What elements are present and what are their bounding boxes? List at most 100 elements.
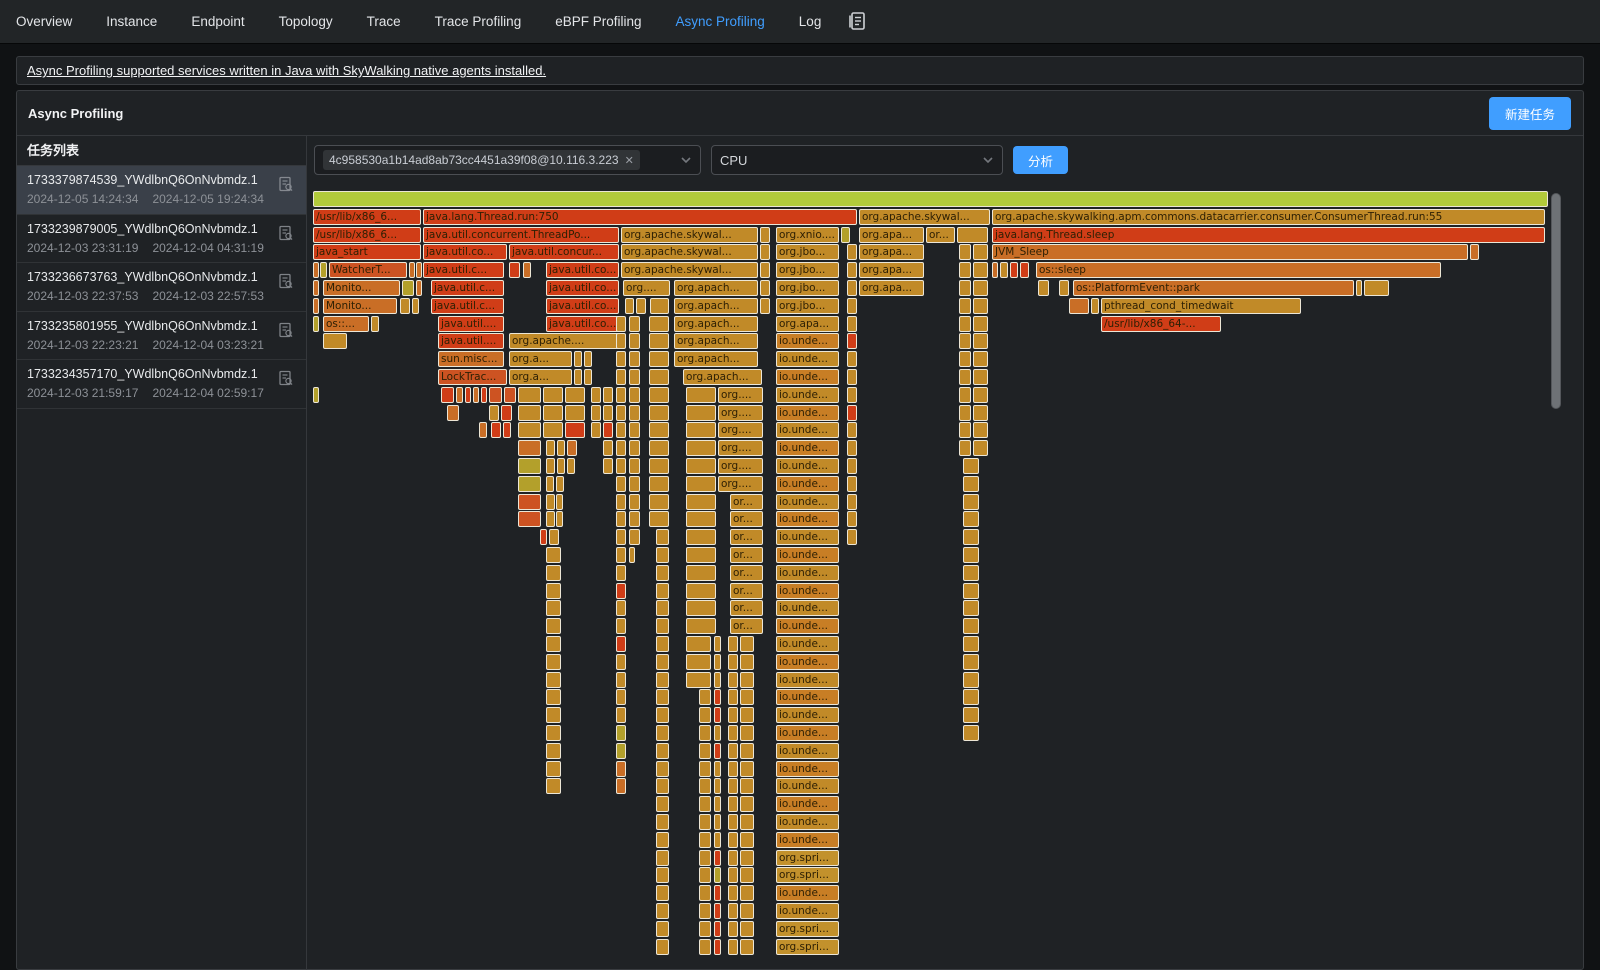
flame-bar[interactable] <box>616 725 626 741</box>
flame-bar[interactable] <box>591 422 601 438</box>
flame-bar[interactable] <box>699 867 711 883</box>
flame-bar[interactable] <box>760 244 770 260</box>
flame-bar[interactable] <box>402 280 414 296</box>
flame-bar[interactable] <box>760 227 770 243</box>
task-list-item[interactable]: 1733236673763_YWdlbnQ6OnNvbmdz.12024-12-… <box>17 263 306 312</box>
flame-bar[interactable]: java.lang.Thread.sleep <box>992 227 1545 243</box>
flame-bar[interactable] <box>959 405 971 421</box>
flame-bar[interactable] <box>728 778 738 794</box>
flame-bar[interactable]: org.jbo... <box>776 244 839 260</box>
flame-bar[interactable] <box>959 422 971 438</box>
flame-bar[interactable] <box>959 351 971 367</box>
flame-bar[interactable] <box>1364 280 1389 296</box>
flame-bar[interactable]: org.spri... <box>776 867 839 883</box>
flame-bar[interactable]: io.unde... <box>776 529 839 545</box>
flame-bar[interactable] <box>699 725 711 741</box>
flame-bar[interactable] <box>1020 262 1029 278</box>
flame-bar[interactable] <box>714 832 721 848</box>
flame-bar[interactable] <box>959 316 971 332</box>
flame-bar[interactable] <box>1038 280 1049 296</box>
flame-bar[interactable] <box>656 547 669 563</box>
flame-bar[interactable] <box>656 725 669 741</box>
flame-bar[interactable]: or... <box>730 565 763 581</box>
notebook-icon[interactable] <box>849 12 866 31</box>
flame-bar[interactable] <box>313 387 319 403</box>
flame-bar[interactable] <box>740 885 754 901</box>
flame-bar[interactable] <box>728 689 738 705</box>
flame-bar[interactable] <box>686 511 716 527</box>
flame-bar[interactable]: pthread_cond_timedwait <box>1101 298 1301 314</box>
flame-bar[interactable] <box>963 529 979 545</box>
flame-bar[interactable]: org.jbo... <box>776 262 839 278</box>
flame-bar[interactable] <box>847 476 857 492</box>
flame-bar[interactable]: org.apach... <box>674 280 758 296</box>
flame-bar[interactable] <box>656 600 669 616</box>
supported-services-link[interactable]: Async Profiling supported services writt… <box>27 63 546 78</box>
flame-bar[interactable] <box>567 440 577 456</box>
flame-bar[interactable] <box>847 494 857 510</box>
flame-bar[interactable] <box>649 494 669 510</box>
flame-bar[interactable] <box>656 832 669 848</box>
flame-bar[interactable]: org.apach... <box>674 333 758 349</box>
flame-bar[interactable] <box>699 850 711 866</box>
flame-bar[interactable] <box>557 440 565 456</box>
flame-bar[interactable] <box>603 458 613 474</box>
flame-bar[interactable] <box>740 654 754 670</box>
flame-bar[interactable] <box>740 832 754 848</box>
flame-bar[interactable] <box>629 351 640 367</box>
flame-bar[interactable] <box>973 422 988 438</box>
analyze-button[interactable]: 分析 <box>1013 146 1068 174</box>
flame-bar[interactable] <box>847 369 857 385</box>
flame-bar[interactable] <box>699 743 711 759</box>
flame-bar[interactable]: org.... <box>623 280 670 296</box>
flame-bar[interactable]: org.apa... <box>859 244 924 260</box>
flame-bar[interactable] <box>973 351 988 367</box>
flame-bar[interactable] <box>649 387 669 403</box>
flame-bar[interactable] <box>616 636 626 652</box>
flame-bar[interactable]: org.apache.... <box>509 333 619 349</box>
flame-bar[interactable] <box>847 529 857 545</box>
task-list-item[interactable]: 1733239879005_YWdlbnQ6OnNvbmdz.12024-12-… <box>17 215 306 264</box>
task-detail-icon[interactable] <box>278 370 294 386</box>
flame-bar[interactable]: java.util.concur... <box>509 244 619 260</box>
flame-bar[interactable] <box>656 778 669 794</box>
flame-bar[interactable] <box>616 761 626 777</box>
flame-bar[interactable] <box>973 244 988 260</box>
flame-graph[interactable]: /usr/lib/x86_6...java.lang.Thread.run:75… <box>313 191 1549 957</box>
flame-bar[interactable]: java.util.co... <box>546 316 619 332</box>
flame-bar[interactable]: io.unde... <box>776 761 839 777</box>
flame-bar[interactable] <box>760 298 770 314</box>
flame-bar[interactable] <box>959 369 971 385</box>
flame-bar[interactable]: java.util.co... <box>546 280 619 296</box>
flame-bar[interactable] <box>714 850 721 866</box>
flame-bar[interactable]: org.apache.skywal... <box>621 244 758 260</box>
flame-bar[interactable] <box>1356 280 1362 296</box>
flame-bar[interactable] <box>714 885 721 901</box>
flame-bar[interactable]: or... <box>730 511 763 527</box>
flame-bar[interactable] <box>1069 298 1089 314</box>
flame-bar[interactable]: org.... <box>718 405 763 421</box>
flame-bar[interactable] <box>320 262 327 278</box>
flame-bar[interactable]: io.unde... <box>776 778 839 794</box>
flame-bar[interactable] <box>656 672 669 688</box>
flame-bar[interactable] <box>549 529 559 545</box>
flame-bar[interactable] <box>963 494 979 510</box>
flame-bar[interactable] <box>992 262 998 278</box>
flame-bar[interactable]: io.unde... <box>776 494 839 510</box>
flame-bar[interactable] <box>616 440 626 456</box>
flame-bar[interactable] <box>740 796 754 812</box>
flame-bar[interactable] <box>546 689 561 705</box>
flame-bar[interactable]: org.apache.skywal... <box>621 227 758 243</box>
flame-bar[interactable] <box>740 939 754 955</box>
flame-bar[interactable] <box>714 921 721 937</box>
flame-bar[interactable] <box>847 422 857 438</box>
flame-bar[interactable]: io.unde... <box>776 600 839 616</box>
flame-bar[interactable] <box>518 405 541 421</box>
flame-bar[interactable] <box>740 903 754 919</box>
task-list-item[interactable]: 1733234357170_YWdlbnQ6OnNvbmdz.12024-12-… <box>17 360 306 409</box>
flame-bar[interactable] <box>616 369 626 385</box>
flame-bar[interactable] <box>546 743 561 759</box>
flame-bar[interactable] <box>656 654 669 670</box>
flame-bar[interactable] <box>616 405 626 421</box>
flame-bar[interactable]: org.apa... <box>859 280 924 296</box>
